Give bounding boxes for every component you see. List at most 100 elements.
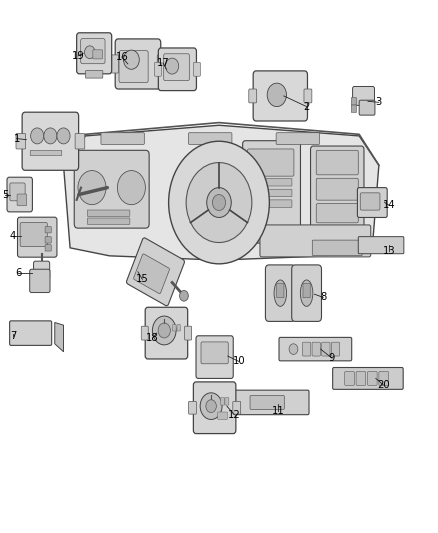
FancyBboxPatch shape (234, 390, 309, 415)
Circle shape (289, 344, 298, 354)
FancyBboxPatch shape (357, 188, 387, 217)
Text: 19: 19 (71, 51, 85, 61)
FancyBboxPatch shape (16, 133, 25, 149)
FancyBboxPatch shape (111, 55, 119, 73)
FancyBboxPatch shape (249, 89, 257, 103)
FancyBboxPatch shape (184, 326, 192, 340)
FancyBboxPatch shape (201, 342, 228, 364)
FancyBboxPatch shape (134, 254, 170, 294)
FancyBboxPatch shape (250, 395, 284, 409)
FancyBboxPatch shape (367, 372, 377, 385)
FancyBboxPatch shape (225, 398, 229, 405)
FancyBboxPatch shape (164, 54, 189, 80)
FancyBboxPatch shape (119, 51, 148, 83)
Text: 1: 1 (14, 134, 20, 143)
Text: 2: 2 (304, 102, 310, 111)
FancyBboxPatch shape (127, 238, 184, 306)
Circle shape (124, 50, 139, 69)
FancyBboxPatch shape (45, 245, 51, 251)
FancyBboxPatch shape (22, 112, 78, 171)
FancyBboxPatch shape (312, 240, 362, 255)
Circle shape (85, 46, 95, 59)
FancyBboxPatch shape (292, 265, 321, 321)
FancyBboxPatch shape (10, 321, 52, 345)
Circle shape (206, 400, 216, 413)
FancyBboxPatch shape (188, 133, 232, 144)
FancyBboxPatch shape (260, 225, 371, 257)
FancyBboxPatch shape (243, 141, 300, 243)
Text: 17: 17 (156, 58, 170, 68)
FancyBboxPatch shape (194, 382, 236, 434)
Text: 4: 4 (10, 231, 16, 241)
FancyBboxPatch shape (34, 261, 49, 279)
FancyBboxPatch shape (157, 55, 165, 73)
Circle shape (212, 195, 226, 211)
FancyBboxPatch shape (93, 50, 102, 59)
FancyBboxPatch shape (311, 146, 364, 227)
FancyBboxPatch shape (196, 336, 233, 378)
Text: 15: 15 (136, 274, 149, 284)
FancyBboxPatch shape (302, 342, 311, 356)
FancyBboxPatch shape (351, 98, 357, 105)
FancyBboxPatch shape (188, 401, 196, 414)
FancyBboxPatch shape (101, 133, 144, 144)
Text: 9: 9 (329, 353, 335, 363)
FancyBboxPatch shape (316, 204, 358, 223)
FancyBboxPatch shape (250, 189, 292, 197)
FancyBboxPatch shape (77, 33, 112, 74)
FancyBboxPatch shape (17, 194, 27, 206)
FancyBboxPatch shape (277, 283, 284, 298)
FancyBboxPatch shape (233, 401, 240, 414)
Circle shape (44, 128, 57, 144)
Text: 10: 10 (233, 357, 245, 366)
FancyBboxPatch shape (218, 412, 227, 419)
FancyBboxPatch shape (141, 326, 148, 340)
FancyBboxPatch shape (115, 39, 161, 89)
FancyBboxPatch shape (85, 70, 103, 78)
FancyBboxPatch shape (316, 178, 358, 200)
FancyBboxPatch shape (358, 237, 404, 254)
FancyBboxPatch shape (74, 150, 149, 228)
Circle shape (57, 128, 70, 144)
Circle shape (207, 188, 231, 217)
FancyBboxPatch shape (247, 149, 294, 176)
FancyBboxPatch shape (87, 210, 130, 216)
FancyBboxPatch shape (345, 372, 354, 385)
FancyBboxPatch shape (30, 150, 62, 156)
FancyBboxPatch shape (18, 217, 57, 257)
Circle shape (267, 83, 286, 107)
FancyBboxPatch shape (30, 269, 50, 293)
FancyBboxPatch shape (45, 237, 51, 243)
Ellipse shape (274, 280, 286, 306)
FancyBboxPatch shape (316, 150, 358, 175)
Circle shape (186, 163, 252, 243)
Text: 8: 8 (320, 293, 326, 302)
Text: 20: 20 (377, 380, 389, 390)
Text: 16: 16 (115, 52, 128, 62)
FancyBboxPatch shape (321, 342, 330, 356)
Circle shape (152, 316, 176, 345)
FancyBboxPatch shape (356, 372, 366, 385)
FancyBboxPatch shape (10, 183, 25, 201)
Text: 3: 3 (376, 98, 382, 107)
FancyBboxPatch shape (250, 200, 292, 207)
FancyBboxPatch shape (253, 71, 307, 121)
FancyBboxPatch shape (87, 218, 130, 224)
FancyBboxPatch shape (154, 62, 162, 76)
FancyBboxPatch shape (359, 100, 375, 115)
FancyBboxPatch shape (333, 368, 403, 389)
FancyBboxPatch shape (45, 227, 51, 233)
Circle shape (200, 393, 222, 419)
Polygon shape (64, 125, 379, 260)
Circle shape (31, 128, 44, 144)
FancyBboxPatch shape (173, 325, 176, 331)
Text: 6: 6 (15, 268, 21, 278)
FancyBboxPatch shape (194, 229, 244, 253)
FancyBboxPatch shape (159, 48, 196, 91)
Circle shape (180, 290, 188, 301)
FancyBboxPatch shape (379, 372, 389, 385)
FancyBboxPatch shape (353, 86, 374, 106)
Text: 11: 11 (272, 407, 285, 416)
Circle shape (166, 58, 179, 74)
FancyBboxPatch shape (20, 222, 47, 246)
